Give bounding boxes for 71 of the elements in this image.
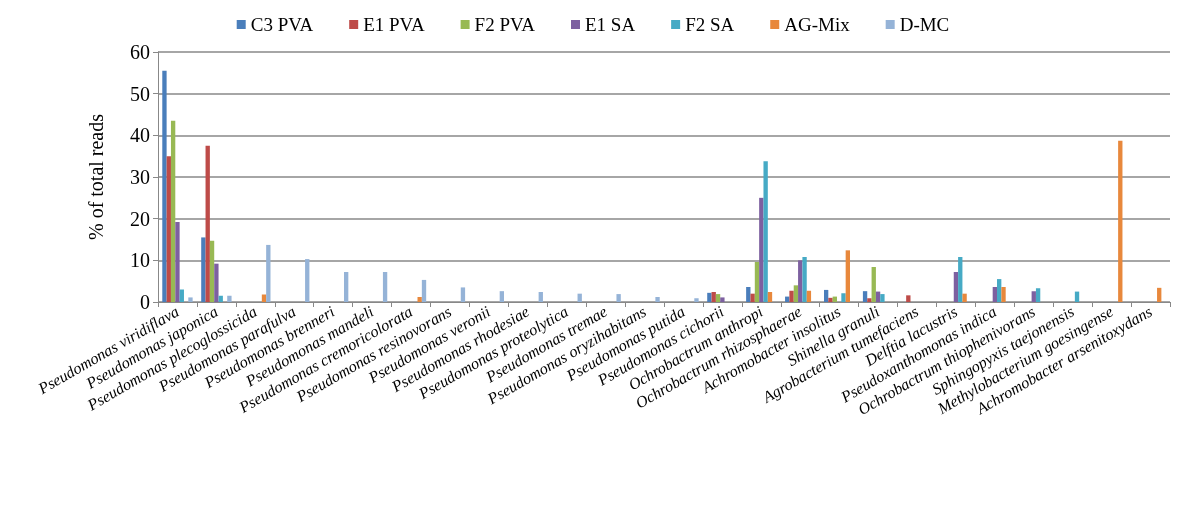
- bar: [460, 287, 466, 302]
- bar: [209, 240, 215, 302]
- bar: [214, 263, 219, 302]
- bar: [997, 279, 1002, 302]
- bar: [205, 145, 210, 302]
- bar: [162, 70, 167, 302]
- legend-label: E1 SA: [584, 14, 636, 35]
- y-tick-label: 10: [130, 249, 150, 272]
- bar: [707, 292, 712, 302]
- y-tick-label: 60: [130, 41, 150, 63]
- bar: [344, 272, 349, 302]
- legend-label: C3 PVA: [250, 14, 314, 35]
- y-tick-label: 40: [130, 124, 150, 147]
- bar: [201, 237, 206, 302]
- bar: [823, 289, 829, 302]
- bar: [227, 295, 232, 302]
- bar: [845, 250, 850, 302]
- bar: [1031, 291, 1036, 302]
- bar: [711, 292, 716, 302]
- legend-label: E1 PVA: [363, 14, 425, 35]
- bar: [802, 257, 807, 302]
- y-tick-label: 30: [130, 166, 150, 188]
- bar: [953, 272, 959, 302]
- bar: [767, 292, 773, 302]
- bar: [305, 259, 310, 302]
- bar: [867, 298, 872, 302]
- legend-label: F2 PVA: [474, 14, 536, 35]
- bar: [828, 297, 833, 302]
- bar: [616, 294, 621, 302]
- bar: [806, 290, 812, 302]
- bar: [499, 291, 505, 302]
- bar: [958, 257, 963, 302]
- legend-label: F2 SA: [685, 14, 735, 35]
- bar: [906, 295, 911, 302]
- y-axis-title: % of total reads: [85, 113, 107, 241]
- bar: [793, 285, 799, 302]
- bar: [166, 156, 171, 302]
- bar: [750, 293, 755, 302]
- bar: [789, 290, 794, 302]
- legend-label: AG-Mix: [784, 14, 851, 35]
- bar: [175, 222, 180, 302]
- bar: [170, 120, 176, 302]
- bar: [962, 293, 967, 302]
- bar: [746, 287, 751, 302]
- bar: [841, 293, 846, 302]
- bar: [862, 291, 868, 302]
- bar: [1118, 140, 1123, 302]
- bar: [715, 294, 721, 302]
- y-tick-label: 0: [140, 291, 150, 313]
- bar: [188, 297, 193, 302]
- bar: [798, 260, 803, 302]
- bar: [759, 197, 764, 302]
- bar: [538, 292, 543, 302]
- y-tick-label: 20: [130, 207, 150, 230]
- bar: [992, 287, 998, 302]
- bar: [720, 297, 725, 302]
- bar: [871, 267, 876, 302]
- bar: [1157, 287, 1162, 302]
- bar: [655, 297, 660, 302]
- bar: [266, 244, 271, 302]
- bar: [763, 161, 768, 302]
- bar: [382, 272, 388, 302]
- bar: [417, 297, 422, 302]
- bar: [1001, 287, 1006, 302]
- bar: [1035, 288, 1041, 302]
- bar: [880, 294, 885, 302]
- bar: [694, 298, 699, 302]
- legend-label: D-MC: [899, 14, 950, 35]
- bar: [754, 262, 760, 302]
- y-tick-label: 50: [130, 82, 150, 105]
- bar: [421, 279, 427, 302]
